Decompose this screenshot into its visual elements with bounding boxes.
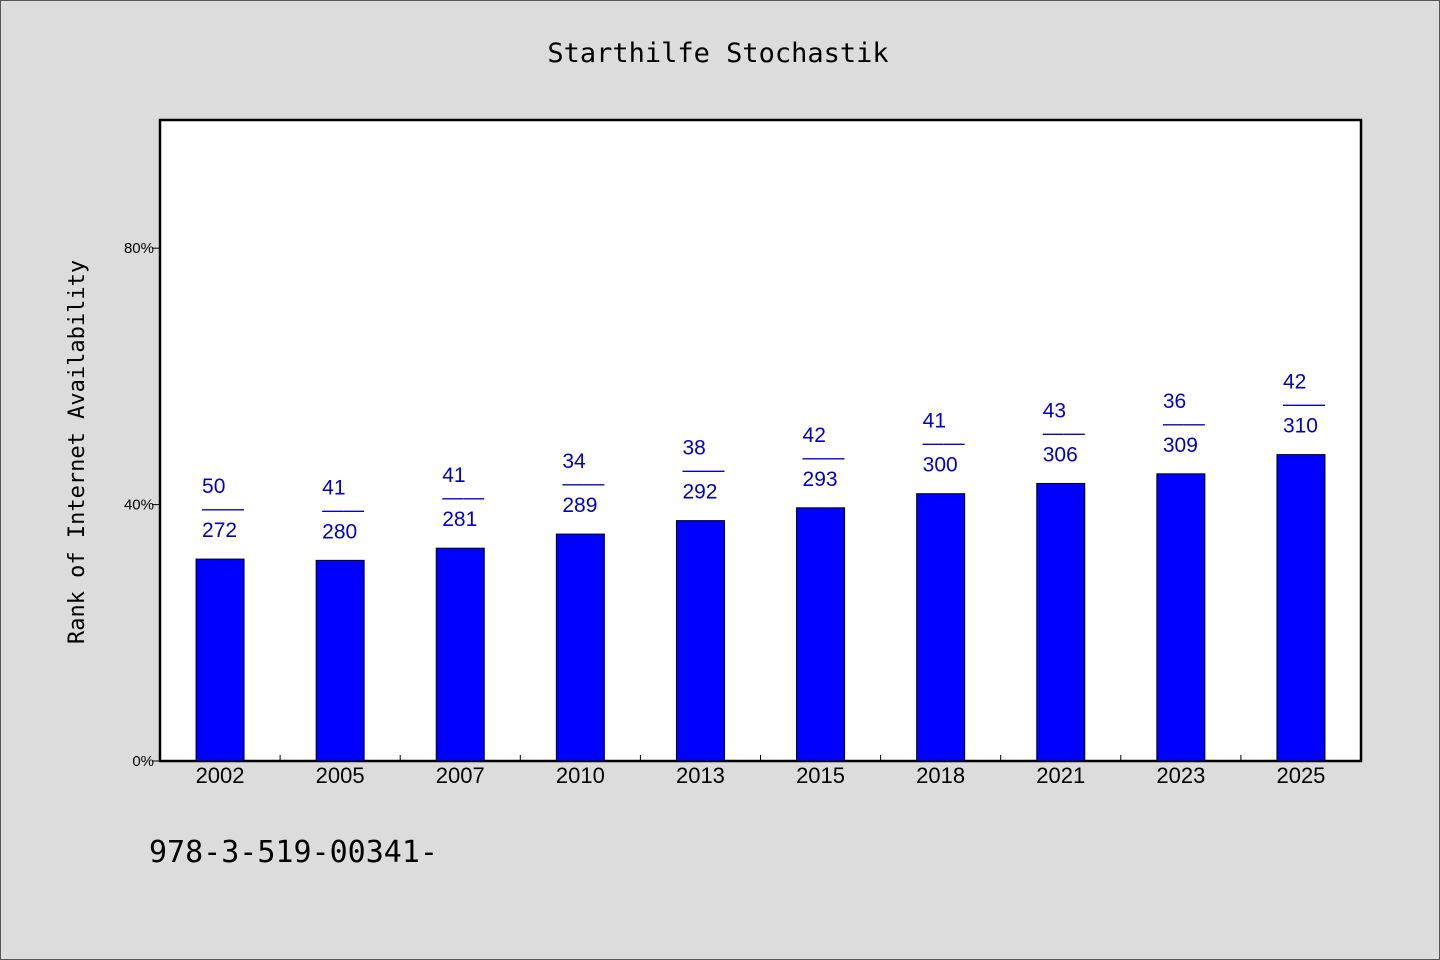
x-tick-label: 2002 xyxy=(196,763,245,788)
bar xyxy=(555,533,605,762)
data-label-bottom: 310 xyxy=(1283,415,1318,438)
x-ticks: 2002 2005 2007 2010 2013 2015 2018 2021 2023 2025 xyxy=(196,755,1325,788)
data-label-bottom: 300 xyxy=(923,454,958,477)
data-labels: 50——27241——28041——28134——28938——29242——2… xyxy=(202,371,1325,544)
x-tick-label: 2021 xyxy=(1036,763,1085,788)
bar xyxy=(1036,482,1086,762)
data-label-bottom: 292 xyxy=(682,481,717,504)
bar xyxy=(195,558,245,762)
data-label-top: 42 xyxy=(803,424,826,447)
x-tick-label: 2005 xyxy=(316,763,365,788)
x-tick-label: 2023 xyxy=(1156,763,1205,788)
y-tick-label: 0% xyxy=(132,753,154,770)
data-label-bottom: 272 xyxy=(202,519,237,542)
x-tick-label: 2015 xyxy=(796,763,845,788)
data-label-top: 34 xyxy=(562,450,586,473)
data-label-separator: —— xyxy=(923,432,965,455)
data-label-separator: —— xyxy=(562,472,604,495)
data-label-separator: —— xyxy=(202,497,244,520)
x-tick-label: 2013 xyxy=(676,763,725,788)
data-label-top: 42 xyxy=(1283,371,1306,394)
data-label-top: 41 xyxy=(442,464,465,487)
data-label-top: 43 xyxy=(1043,399,1066,422)
x-tick-label: 2010 xyxy=(556,763,605,788)
data-label-separator: —— xyxy=(322,498,364,521)
data-label-separator: —— xyxy=(1283,393,1325,416)
data-label-top: 36 xyxy=(1163,390,1186,413)
data-label-separator: —— xyxy=(1043,421,1085,444)
data-label-bottom: 306 xyxy=(1043,443,1078,466)
data-label-bottom: 289 xyxy=(562,494,597,517)
data-label-top: 38 xyxy=(682,437,705,460)
data-label-separator: —— xyxy=(1163,412,1205,435)
bar xyxy=(315,559,365,762)
bar xyxy=(916,493,966,762)
data-label-bottom: 281 xyxy=(442,508,477,531)
bar xyxy=(1276,454,1326,762)
y-axis-label: Rank of Internet Availability xyxy=(65,260,90,644)
bar xyxy=(435,547,485,762)
bar xyxy=(796,507,846,762)
y-ticks: 0% 40% 80% xyxy=(124,240,160,770)
data-label-separator: —— xyxy=(682,459,724,482)
x-tick-label: 2007 xyxy=(436,763,485,788)
x-tick-label: 2018 xyxy=(916,763,965,788)
data-label-bottom: 309 xyxy=(1163,434,1198,457)
y-tick-label: 80% xyxy=(124,240,154,257)
data-label-bottom: 280 xyxy=(322,520,357,543)
bar xyxy=(675,520,725,762)
data-label-bottom: 293 xyxy=(803,468,838,491)
footer-isbn: 978-3-519-00341- xyxy=(149,835,438,870)
bars xyxy=(195,454,1326,762)
y-tick-label: 40% xyxy=(124,497,154,514)
data-label-top: 50 xyxy=(202,475,225,498)
data-label-top: 41 xyxy=(923,410,946,433)
data-label-top: 41 xyxy=(322,476,345,499)
x-tick-label: 2025 xyxy=(1276,763,1325,788)
data-label-separator: —— xyxy=(442,486,484,509)
bar xyxy=(1156,473,1206,762)
chart-title: Starthilfe Stochastik xyxy=(547,38,888,69)
data-label-separator: —— xyxy=(803,446,845,469)
